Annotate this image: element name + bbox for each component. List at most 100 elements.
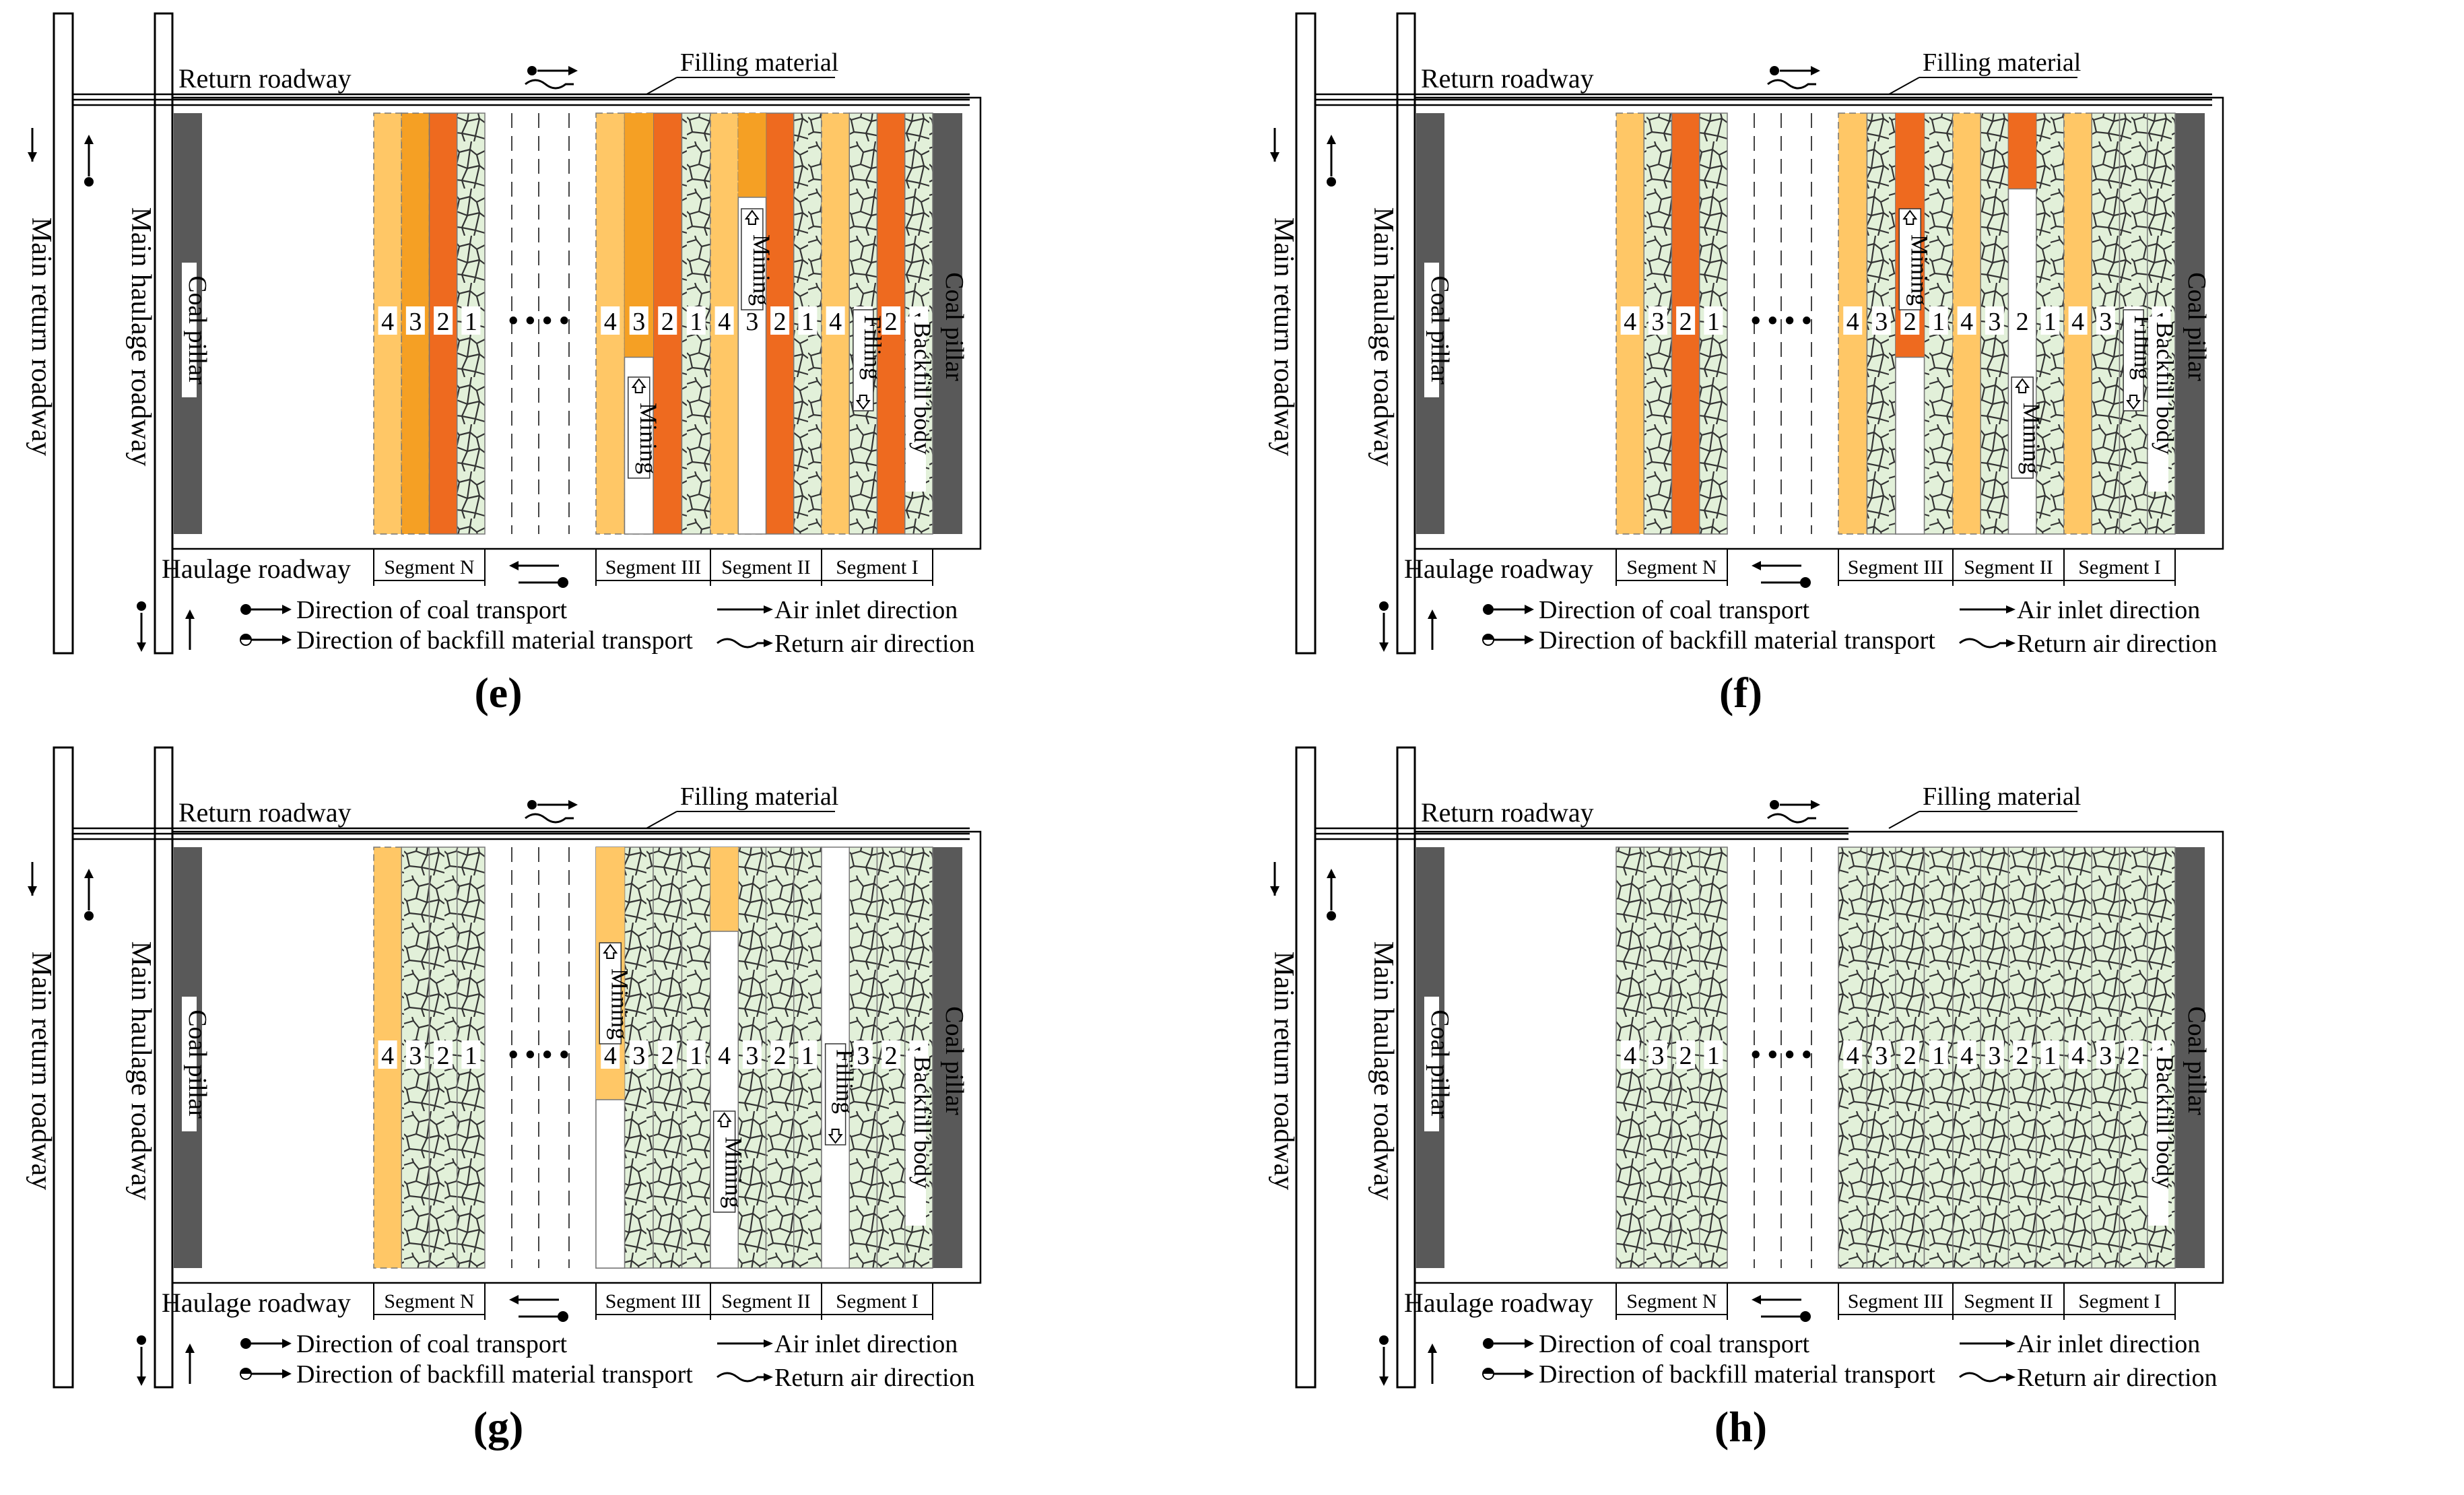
- strip-number-N-2: 2: [1679, 1042, 1692, 1070]
- legend-coal-label: Direction of coal transport: [1539, 1330, 1809, 1358]
- strip-number-N-3: 1: [1707, 1042, 1720, 1070]
- main-return-roadway-label: Main return roadway: [1268, 952, 1299, 1191]
- legend-return-head: [764, 639, 773, 647]
- legend-backfill-head: [1525, 1369, 1534, 1378]
- strip-number-bg-II-0: [714, 1040, 734, 1069]
- filling-material-leader: [646, 811, 677, 829]
- filling-tag: [824, 1043, 846, 1145]
- strip-number-bg-I-0: [2068, 1040, 2088, 1069]
- legend-air-label: Air inlet direction: [774, 596, 958, 624]
- return-air-arrow-head: [1270, 886, 1279, 896]
- legend-coal-label: Direction of coal transport: [296, 1330, 567, 1358]
- air-inlet-arrow-head: [185, 1343, 195, 1353]
- strip-number-bg-III-1: [1871, 1040, 1891, 1069]
- main-return-roadway-label: Main return roadway: [1268, 218, 1299, 457]
- legend-air-label: Air inlet direction: [2017, 1330, 2200, 1358]
- legend-coal-dot: [240, 604, 251, 615]
- legend-return-wave: [1959, 1372, 2008, 1383]
- coal-arrow-head: [1379, 1376, 1389, 1386]
- main-haulage-roadway: [154, 746, 174, 1389]
- strip-number-bg-N-2: [434, 306, 453, 335]
- segment-label-II: Segment II: [1964, 1290, 2053, 1313]
- backfill-body-label: Backfill body: [909, 1056, 936, 1189]
- backfill-body-label: Backfill body: [909, 322, 936, 455]
- strip-number-bg-III-3: [1929, 1040, 1948, 1069]
- backfill-head-top: [568, 800, 578, 809]
- legend-coal-label: Direction of coal transport: [1539, 596, 1809, 624]
- filling-label: Filling: [859, 315, 886, 380]
- strip-number-bg-III-0: [1843, 306, 1863, 335]
- strip-number-III-2: 2: [1904, 308, 1917, 336]
- main-haulage-roadway-label: Main haulage roadway: [125, 941, 156, 1201]
- strip-number-N-0: 4: [1624, 308, 1636, 336]
- backfill-dot-mid: [1800, 1311, 1811, 1322]
- backfill-marker-left: [1327, 911, 1336, 921]
- strip-number-bg-II-0: [1957, 1040, 1976, 1069]
- backfill-icon-top: [527, 66, 537, 75]
- legend-air-head: [764, 1339, 773, 1348]
- backfill-arrow-head: [84, 135, 94, 144]
- main-haulage-roadway: [1396, 746, 1416, 1389]
- panel-caption-h: (h): [1714, 1403, 1767, 1451]
- partial-strip-II: [2008, 113, 2036, 189]
- backfill-marker-left: [1327, 177, 1336, 187]
- air-inlet-arrow-head: [1428, 609, 1437, 619]
- strip-number-bg-I-1: [2096, 1040, 2115, 1069]
- strip-number-N-2: 2: [437, 1042, 450, 1070]
- strip-number-bg-N-2: [1676, 1040, 1696, 1069]
- strip-number-N-2: 2: [437, 308, 450, 336]
- mining-tag-1: [712, 1110, 736, 1213]
- strip-number-I-0: 4: [2071, 308, 2084, 336]
- mining-label-1: Mining: [2018, 403, 2045, 474]
- strip-number-bg-N-1: [405, 1040, 425, 1069]
- strip-number-II-2: 2: [2016, 308, 2029, 336]
- strip-number-III-1: 3: [1875, 308, 1888, 336]
- legend-return-label: Return air direction: [774, 630, 975, 658]
- legend-coal-dot: [1483, 1338, 1494, 1349]
- coal-pillar-right-label: Coal pillar: [2183, 272, 2211, 381]
- filling-arrow-icon: [2126, 395, 2141, 410]
- panel-e: Main return roadway Main haulage roadway R…: [26, 12, 982, 717]
- strip-number-III-0: 4: [604, 308, 617, 336]
- legend-backfill-head: [282, 635, 292, 644]
- filling-material-label: Filling material: [680, 783, 838, 811]
- return-roadway-label: Return roadway: [178, 797, 352, 828]
- strip-number-II-2: 2: [2016, 1042, 2029, 1070]
- panel-caption-f: (f): [1719, 669, 1762, 717]
- main-return-roadway-label: Main return roadway: [26, 218, 57, 457]
- backfill-head-top: [1811, 66, 1820, 75]
- backfill-dot-mid: [1800, 577, 1811, 588]
- ellipsis-label: • • • •: [1751, 1040, 1811, 1071]
- strip-number-bg-II-3: [798, 1040, 818, 1069]
- segment-label-III: Segment III: [1848, 556, 1943, 578]
- filling-arrow-icon: [828, 1129, 843, 1144]
- strip-number-III-1: 3: [1875, 1042, 1888, 1070]
- panel-caption-e: (e): [474, 669, 522, 717]
- segment-label-III: Segment III: [605, 1290, 701, 1313]
- strip-number-II-3: 1: [801, 308, 814, 336]
- segment-label-II: Segment II: [721, 1290, 810, 1313]
- legend-air-head: [2006, 605, 2016, 613]
- segment-label-I: Segment I: [836, 1290, 918, 1313]
- strip-III-1: [1923, 112, 1954, 535]
- coal-pillar-left-label-bg: [182, 997, 197, 1131]
- filling-material-leader: [1888, 77, 1920, 95]
- strip-number-II-3: 1: [2044, 1042, 2057, 1070]
- segment-label-II: Segment II: [1964, 556, 2053, 578]
- legend-return-head: [2006, 639, 2016, 647]
- strip-number-III-2: 2: [1904, 1042, 1917, 1070]
- mining-label-0: Mining: [606, 968, 633, 1040]
- strip-number-bg-I-2: [881, 306, 901, 335]
- strip-number-I-0: 4: [2071, 1042, 2084, 1070]
- segment-label-N: Segment N: [384, 1290, 474, 1313]
- mining-arrow-icon-0: [631, 378, 646, 393]
- legend-return-head: [2006, 1373, 2016, 1381]
- legend-coal-head: [1525, 1339, 1534, 1348]
- main-haulage-roadway: [1396, 12, 1416, 655]
- air-inlet-arrow-head: [1428, 1343, 1437, 1353]
- filling-tag: [2123, 309, 2144, 411]
- strip-number-bg-III-2: [1900, 306, 1920, 335]
- mining-label-1: Mining: [721, 1137, 747, 1208]
- legend-air-label: Air inlet direction: [2017, 596, 2200, 624]
